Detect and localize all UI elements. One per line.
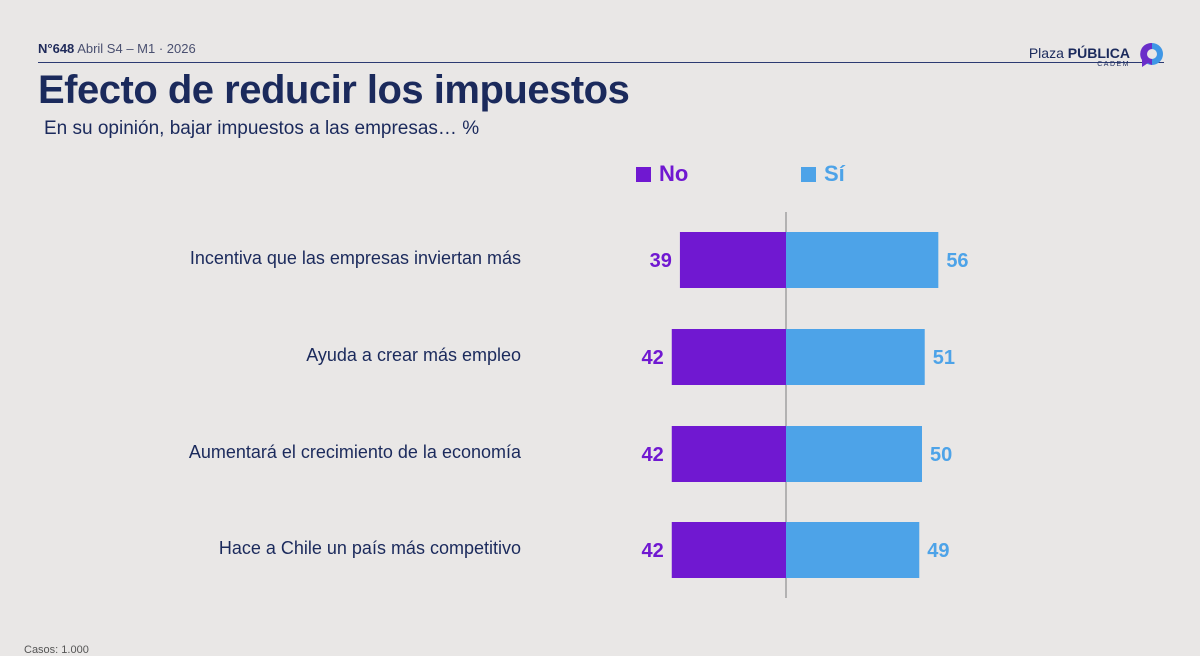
data-label-si: 49 (927, 540, 949, 562)
legend-swatch-si (801, 166, 816, 182)
issue-number: N°648 (38, 41, 75, 56)
category-label: Ayuda a crear más empleo (306, 345, 521, 365)
logo-text: Plaza PÚBLICA (1029, 45, 1130, 61)
legend-swatch-no (636, 166, 651, 182)
bar-si (786, 522, 920, 578)
bar-si (786, 232, 939, 288)
data-label-si: 51 (933, 347, 955, 369)
bar-si (786, 426, 922, 482)
logo-subtext: CADEM (1097, 61, 1130, 68)
issue-info: N°648 Abril S4 – M1 · 2026 (38, 41, 196, 56)
header-divider (38, 62, 1164, 63)
logo-name-bold: PÚBLICA (1067, 45, 1130, 61)
data-label-si: 56 (946, 250, 968, 272)
category-label: Hace a Chile un país más competitivo (218, 538, 521, 558)
bar-no (671, 522, 786, 578)
bar-no (671, 426, 786, 482)
data-label-no: 42 (642, 347, 664, 369)
legend-label-si: Sí (824, 161, 845, 186)
plaza-publica-logo: Plaza PÚBLICA CADEM (1016, 41, 1166, 71)
data-label-si: 50 (930, 444, 952, 466)
logo-name-light: Plaza (1028, 45, 1064, 61)
page-title: Efecto de reducir los impuestos (38, 68, 630, 112)
data-label-no: 42 (642, 444, 664, 466)
legend-si: Sí (801, 161, 845, 187)
data-label-no: 42 (642, 540, 664, 562)
bar-no (671, 329, 786, 385)
legend-no: No (636, 161, 688, 187)
speech-bubble-icon (1140, 42, 1163, 67)
bar-si (786, 329, 925, 385)
issue-period: Abril S4 – M1 · 2026 (77, 41, 196, 56)
category-label: Incentiva que las empresas inviertan más (189, 248, 521, 268)
legend-label-no: No (659, 161, 689, 186)
footer-note: Casos: 1.000 (24, 644, 89, 656)
data-label-no: 39 (650, 250, 672, 272)
bar-no (679, 232, 786, 288)
page-subtitle: En su opinión, bajar impuestos a las emp… (44, 118, 480, 139)
category-label: Aumentará el crecimiento de la economía (188, 442, 521, 462)
